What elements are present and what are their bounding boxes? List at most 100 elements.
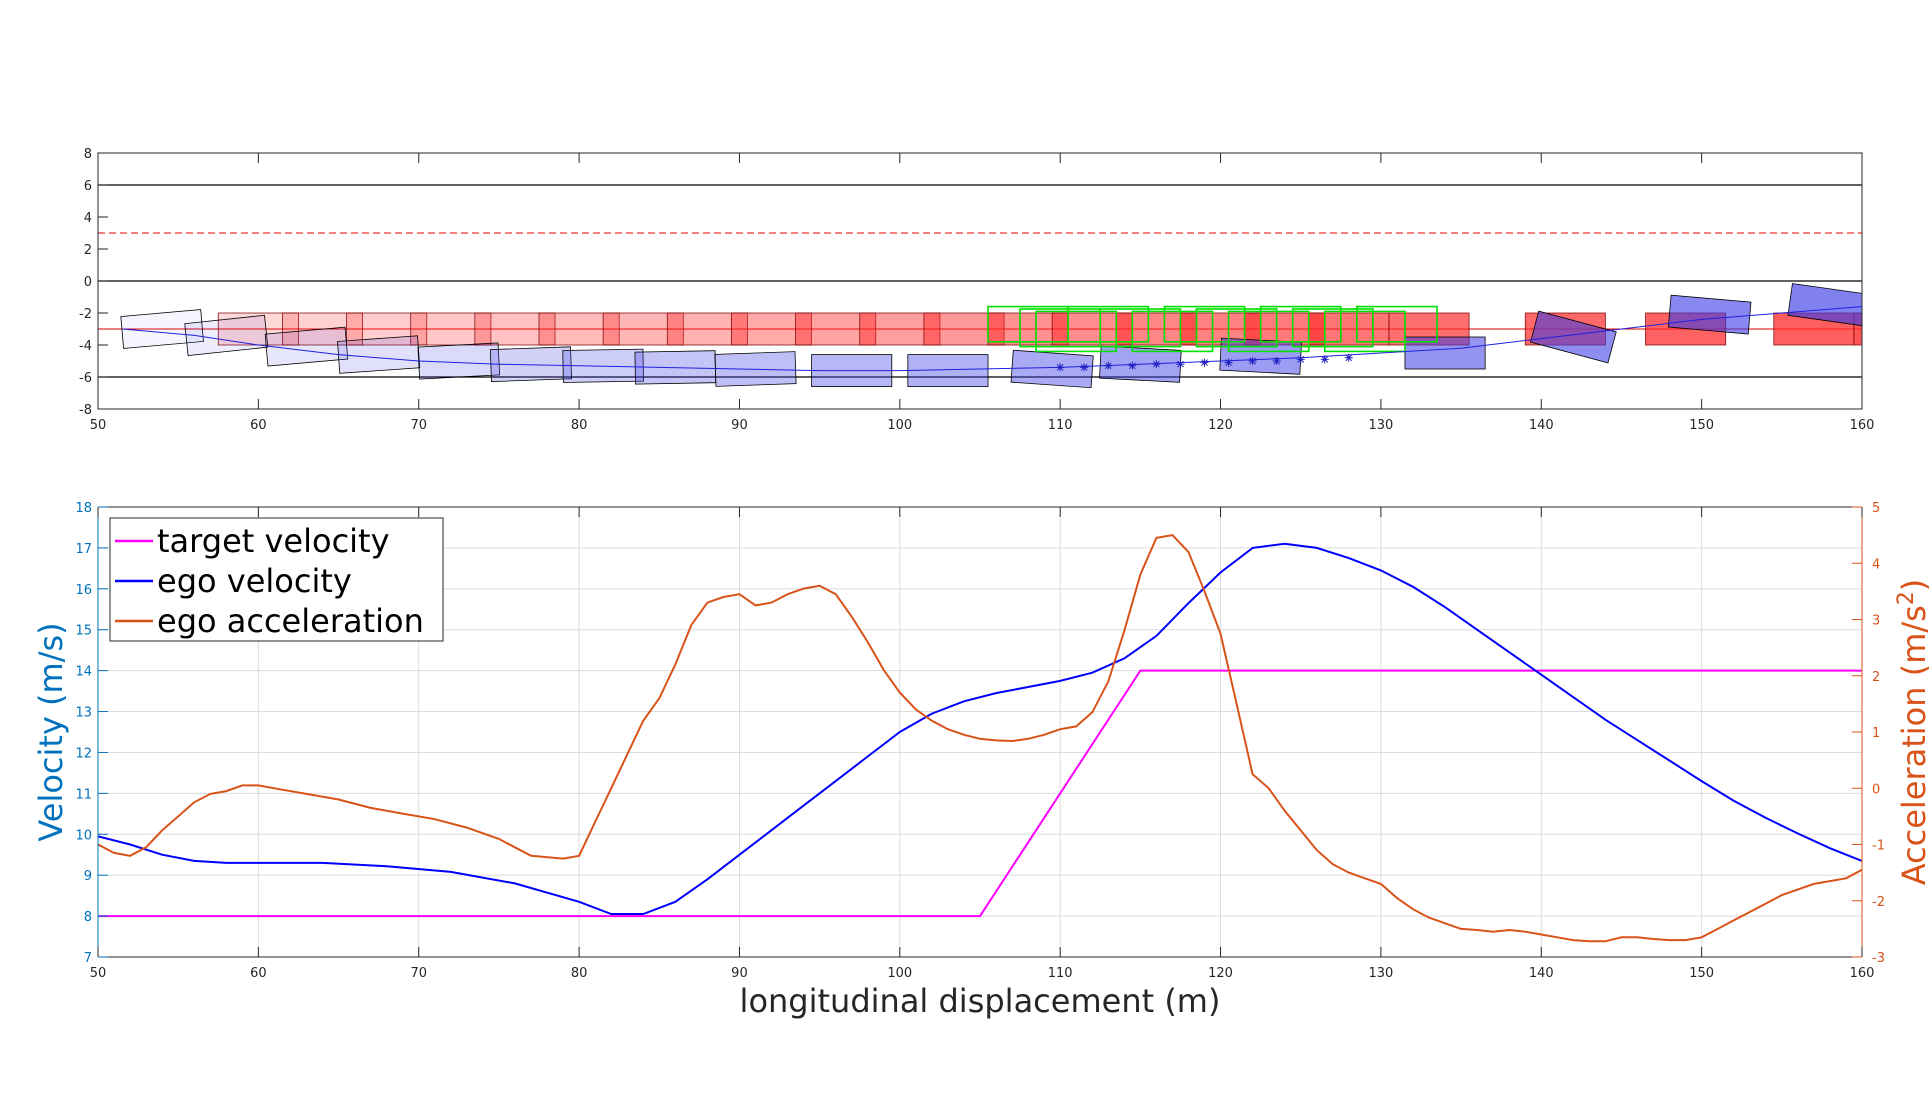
series-line-ego-velocity [98, 542, 1862, 915]
target-vehicle-box [1853, 312, 1862, 346]
target-vehicle-box [666, 312, 748, 346]
predicted-vehicle-box [1291, 308, 1374, 348]
x-tick-label: 70 [410, 418, 427, 433]
ego-path-marker [1152, 360, 1161, 369]
predicted-vehicle-box [1099, 308, 1182, 348]
x-axis-title: longitudinal displacement (m) [740, 982, 1221, 1020]
predicted-vehicle-box [1323, 310, 1406, 353]
ego-vehicle-box [1787, 283, 1862, 327]
left-y-tick-label: 16 [75, 583, 92, 598]
x-tick-label: 60 [250, 966, 267, 981]
ego-vehicle-box [1529, 310, 1617, 364]
ego-path-line [122, 306, 1862, 372]
ego-path-marker [1296, 355, 1305, 364]
left-y-tick-label: 9 [84, 869, 92, 884]
right-y-tick-label: 4 [1872, 557, 1880, 572]
left-y-tick-label: 10 [75, 828, 92, 843]
ego-path-marker [1320, 355, 1329, 364]
x-tick-label: 130 [1368, 418, 1393, 433]
left-y-tick-label: 11 [75, 787, 92, 802]
target-vehicle-box [795, 312, 877, 346]
x-tick-label: 110 [1048, 418, 1073, 433]
left-y-tick-label: 15 [75, 624, 92, 639]
predicted-vehicle-box [1035, 310, 1118, 353]
predicted-vehicle-box [1227, 310, 1310, 353]
y-tick-label: -6 [79, 371, 92, 386]
legend-label: target velocity [157, 522, 390, 560]
x-tick-label: 70 [410, 966, 427, 981]
right-y-tick-label: 3 [1872, 614, 1880, 629]
ego-path-marker [1080, 363, 1089, 372]
velocity-acceleration-plot: 50 60 70 80 90 100 110 120 130 140 150 160789101112… [32, 501, 1930, 1020]
x-tick-label: 120 [1208, 418, 1233, 433]
target-vehicle-box [731, 312, 813, 346]
x-tick-label: 50 [90, 966, 107, 981]
right-y-tick-label: 1 [1872, 726, 1880, 741]
x-tick-label: 90 [731, 418, 748, 433]
ego-vehicle-box [184, 314, 269, 356]
x-tick-label: 100 [887, 418, 912, 433]
ego-path-marker [1104, 361, 1113, 370]
right-y-axis-title-sup: 2 [1894, 591, 1919, 605]
ego-vehicle-box [489, 346, 573, 383]
predicted-vehicle-box [1131, 310, 1214, 353]
x-tick-label: 90 [731, 966, 748, 981]
right-y-tick-label: -2 [1872, 895, 1885, 910]
right-y-axis-title-main: Acceleration (m/s [1895, 605, 1930, 885]
left-y-tick-label: 14 [75, 665, 92, 680]
x-tick-label: 160 [1850, 966, 1875, 981]
x-tick-label: 160 [1850, 418, 1875, 433]
x-tick-label: 60 [250, 418, 267, 433]
left-y-tick-label: 17 [75, 542, 92, 557]
series-line-target-velocity [98, 669, 1862, 918]
left-y-tick-label: 18 [75, 501, 92, 516]
target-vehicle-box [474, 312, 556, 346]
target-vehicle-box [346, 312, 428, 346]
right-y-axis-title: Acceleration (m/s2) [1894, 579, 1930, 886]
ego-path-marker [1056, 363, 1065, 372]
right-y-tick-label: -1 [1872, 839, 1885, 854]
y-tick-label: 8 [84, 147, 92, 162]
predicted-vehicle-box [1259, 305, 1342, 343]
y-tick-label: 4 [84, 211, 92, 226]
x-tick-label: 80 [571, 418, 588, 433]
trajectory-plot: 50 60 70 80 90 100 110 120 130 140 150 160 -8 -6 -4 -2 0… [79, 147, 1875, 433]
y-tick-label: 0 [84, 275, 92, 290]
right-y-tick-label: -3 [1872, 951, 1885, 966]
right-y-tick-label: 2 [1872, 670, 1880, 685]
ego-vehicle-box [337, 335, 421, 374]
x-tick-label: 140 [1529, 418, 1554, 433]
y-tick-label: 6 [84, 179, 92, 194]
x-tick-label: 120 [1208, 966, 1233, 981]
y-tick-label: -2 [79, 307, 92, 322]
trajectory-plot-area [98, 184, 1862, 389]
ego-path-marker [1128, 361, 1137, 370]
ego-vehicle-box [1219, 337, 1302, 375]
legend-box [109, 517, 444, 642]
ego-vehicle-box [1010, 349, 1094, 389]
y-tick-label: 2 [84, 243, 92, 258]
left-y-axis-title: Velocity (m/s) [32, 622, 70, 841]
predicted-vehicle-box [1163, 305, 1246, 343]
velocity-plot-area [98, 534, 1862, 943]
ego-path-marker [1248, 357, 1257, 365]
ego-vehicle-box [1667, 294, 1752, 335]
ego-path-marker [1344, 353, 1353, 362]
right-y-axis-title-close: ) [1895, 579, 1930, 591]
x-tick-label: 130 [1368, 966, 1393, 981]
target-vehicle-box [538, 312, 620, 346]
x-tick-label: 150 [1689, 966, 1714, 981]
right-y-tick-label: 5 [1872, 501, 1880, 516]
ego-path-marker [1200, 358, 1209, 367]
right-y-tick-label: 0 [1872, 782, 1880, 797]
x-tick-label: 110 [1048, 966, 1073, 981]
y-tick-label: -8 [79, 403, 92, 418]
x-tick-label: 150 [1689, 418, 1714, 433]
target-vehicle-box [217, 312, 299, 346]
target-vehicle-box [410, 312, 492, 346]
target-vehicle-box [602, 312, 684, 346]
ego-path-marker [1224, 358, 1233, 367]
left-y-tick-label: 13 [75, 706, 92, 721]
left-y-tick-label: 7 [84, 951, 92, 966]
